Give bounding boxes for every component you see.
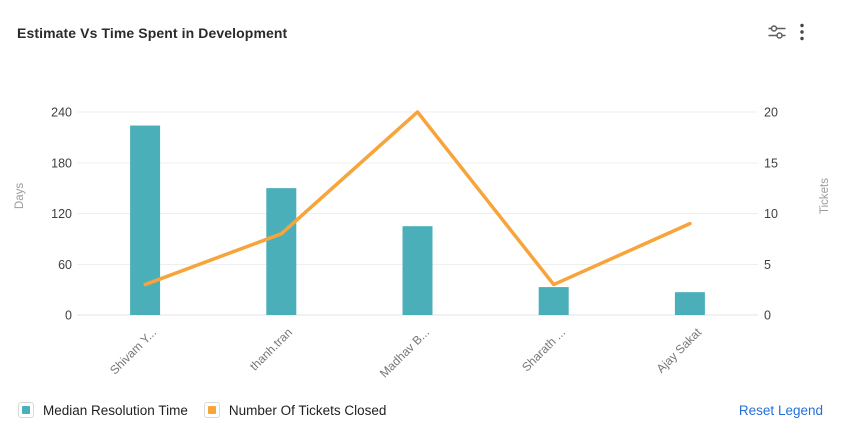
legend-item-median-resolution-time[interactable]: Median Resolution Time bbox=[18, 402, 188, 418]
chart-more-options-button[interactable] bbox=[790, 20, 814, 44]
y-axis-right: 0 5 10 15 20 Tickets bbox=[764, 106, 831, 323]
x-axis-label: Sharath ... bbox=[519, 325, 568, 374]
line-Number Of Tickets Closed[interactable] bbox=[143, 110, 692, 287]
y-left-tick: 180 bbox=[51, 156, 72, 170]
kebab-menu-icon bbox=[800, 23, 804, 41]
y-left-tick: 60 bbox=[58, 258, 72, 272]
chart-title: Estimate Vs Time Spent in Development bbox=[17, 25, 288, 41]
y-right-tick: 5 bbox=[764, 258, 771, 272]
legend-item-number-of-tickets-closed[interactable]: Number Of Tickets Closed bbox=[203, 402, 387, 418]
legend-swatch-bar bbox=[18, 402, 34, 418]
y-left-tick: 0 bbox=[65, 309, 72, 323]
x-axis-label: thanh.tran bbox=[247, 325, 295, 373]
y-right-tick: 0 bbox=[764, 309, 771, 323]
x-axis-label: Madhav B... bbox=[377, 325, 432, 380]
y-left-axis-title: Days bbox=[14, 183, 26, 209]
chart-legend: Median Resolution Time Number Of Tickets… bbox=[0, 396, 841, 424]
sliders-icon bbox=[768, 25, 786, 39]
y-right-tick: 10 bbox=[764, 207, 778, 221]
chart-settings-button[interactable] bbox=[765, 20, 789, 44]
bar-Shivam Y...[interactable] bbox=[130, 125, 161, 316]
legend-label: Median Resolution Time bbox=[43, 402, 188, 418]
y-left-tick: 120 bbox=[51, 207, 72, 221]
bar-Sharath ...[interactable] bbox=[538, 287, 569, 315]
x-axis-label: Shivam Y... bbox=[107, 325, 159, 377]
bar-Ajay Sakat[interactable] bbox=[674, 292, 705, 315]
y-axis-left: 0 60 120 180 240 Days bbox=[14, 106, 72, 323]
reset-legend-button[interactable]: Reset Legend bbox=[738, 402, 823, 418]
bar-Madhav B...[interactable] bbox=[402, 226, 433, 315]
bar-thanh.tran[interactable] bbox=[266, 188, 297, 315]
legend-swatch-line bbox=[203, 402, 220, 418]
y-right-tick: 15 bbox=[764, 156, 778, 170]
y-left-tick: 240 bbox=[51, 106, 72, 120]
x-axis: Shivam Y... thanh.tran Madhav B... Shara… bbox=[107, 325, 705, 381]
x-axis-label: Ajay Sakat bbox=[654, 325, 705, 376]
y-right-tick: 20 bbox=[764, 106, 778, 120]
legend-label: Number Of Tickets Closed bbox=[228, 402, 387, 418]
y-right-axis-title: Tickets bbox=[819, 178, 831, 214]
chart-plot: 0 60 120 180 240 Days 0 5 10 15 20 Ticke… bbox=[14, 106, 831, 381]
